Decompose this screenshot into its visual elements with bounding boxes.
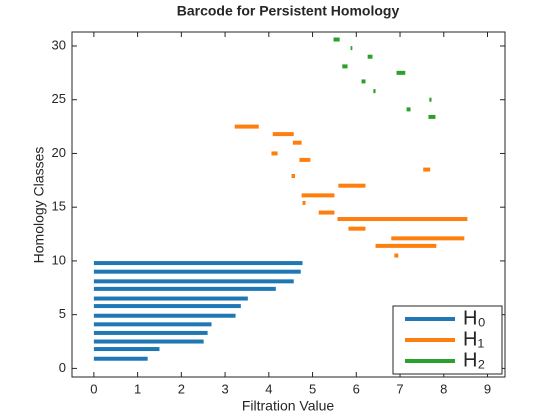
- persistence-bar: [373, 89, 376, 94]
- x-tick-label: 5: [309, 381, 316, 396]
- persistence-bar: [337, 217, 468, 222]
- persistence-bar: [93, 261, 303, 266]
- persistence-bar: [429, 97, 432, 102]
- persistence-bar: [93, 286, 276, 291]
- persistence-bar: [93, 322, 212, 327]
- x-tick-label: 2: [178, 381, 185, 396]
- persistence-bar: [93, 296, 248, 301]
- x-tick-label: 3: [221, 381, 228, 396]
- persistence-bar: [350, 46, 353, 51]
- persistence-bar: [93, 269, 301, 274]
- persistence-bar: [234, 124, 259, 129]
- persistence-bar: [342, 64, 348, 69]
- x-tick-label: 4: [265, 381, 272, 396]
- persistence-bar: [93, 279, 294, 284]
- persistence-bar: [423, 167, 431, 172]
- persistence-bar: [333, 37, 340, 42]
- persistence-bar: [93, 339, 204, 344]
- x-tick-label: 7: [396, 381, 403, 396]
- persistence-bar: [93, 313, 236, 318]
- x-tick-label: 0: [90, 381, 97, 396]
- y-tick-label: 0: [59, 360, 66, 375]
- persistence-bar: [406, 107, 411, 112]
- persistence-bar: [291, 174, 296, 179]
- legend-label: H₀: [463, 307, 486, 329]
- y-tick-label: 25: [52, 91, 66, 106]
- x-tick-label: 1: [134, 381, 141, 396]
- persistence-bar: [292, 140, 302, 145]
- y-axis-label: Homology Classes: [31, 147, 47, 264]
- persistence-bar: [367, 54, 373, 59]
- chart-title: Barcode for Persistent Homology: [177, 3, 400, 19]
- y-tick-label: 30: [52, 37, 66, 52]
- x-tick-label: 6: [353, 381, 360, 396]
- persistence-bar: [391, 236, 465, 241]
- persistence-bar: [271, 151, 278, 156]
- persistence-bar: [318, 210, 335, 215]
- y-tick-label: 10: [52, 252, 66, 267]
- y-tick-label: 15: [52, 199, 66, 214]
- legend-label: H₂: [463, 349, 485, 371]
- persistence-bar: [93, 356, 148, 361]
- persistence-bar: [375, 243, 437, 248]
- y-tick-label: 5: [59, 306, 66, 321]
- persistence-bar: [348, 226, 366, 231]
- persistence-bar: [299, 157, 311, 162]
- x-tick-label: 9: [484, 381, 491, 396]
- persistence-bar: [272, 132, 294, 137]
- persistence-bar: [302, 200, 306, 205]
- persistence-bar: [93, 330, 208, 335]
- persistence-bar: [338, 183, 366, 188]
- y-tick-label: 20: [52, 145, 66, 160]
- persistence-bar: [394, 253, 399, 258]
- persistence-bar: [428, 114, 436, 119]
- persistence-bar: [361, 79, 366, 84]
- x-tick-label: 8: [440, 381, 447, 396]
- persistence-bar: [301, 193, 335, 198]
- x-axis-label: Filtration Value: [242, 398, 335, 414]
- legend-label: H₁: [463, 328, 484, 350]
- persistence-bar: [93, 304, 241, 309]
- persistence-bar: [93, 347, 160, 352]
- persistence-bar: [396, 70, 406, 75]
